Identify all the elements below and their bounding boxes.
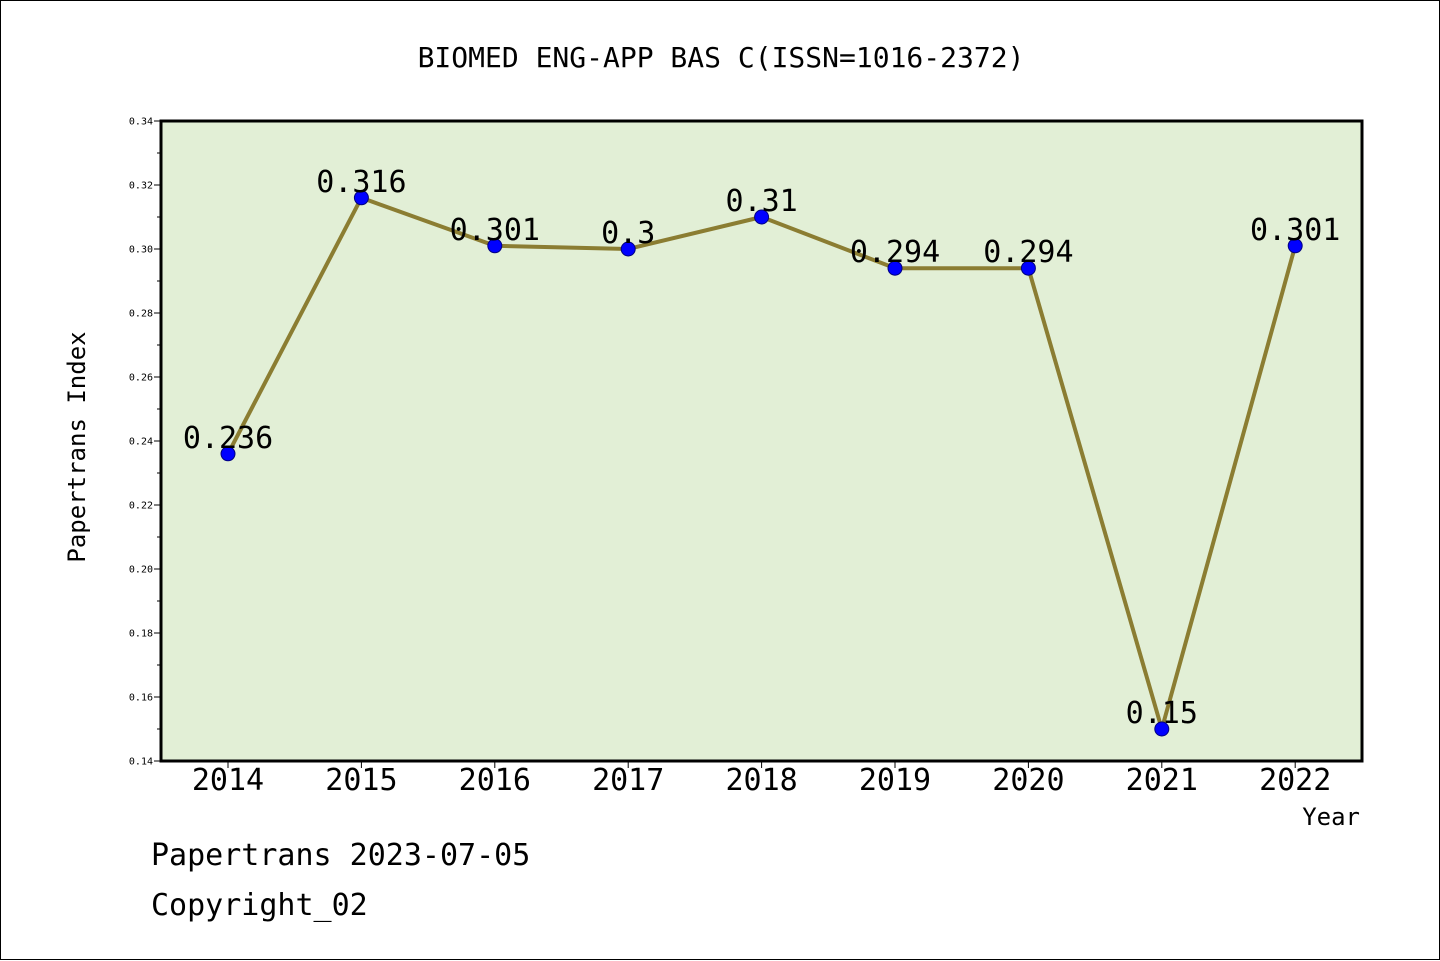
footer-copyright: Copyright_02 [151, 888, 368, 923]
x-tick-label: 2014 [192, 763, 264, 798]
data-label: 0.15 [1126, 696, 1198, 731]
data-label: 0.301 [1250, 213, 1340, 248]
y-tick-label: 0.22 [129, 501, 153, 512]
data-point [1020, 260, 1036, 276]
x-tick-label: 2017 [592, 763, 664, 798]
data-point [353, 190, 369, 206]
data-label: 0.316 [316, 165, 406, 200]
y-axis-label: Papertrans Index [63, 331, 91, 562]
y-axis: 0.14 0.16 0.18 0.20 0.22 0.24 0.26 0.28 0.30 0.32… [129, 117, 161, 768]
data-labels: 0.236 0.316 0.301 0.3 0.31 0.294 0.294 0.15 0.30… [183, 165, 1341, 731]
x-axis: 2014 2015 2016 2017 2018 2019 2020 2021 2022 [192, 761, 1331, 798]
y-tick-label: 0.24 [129, 437, 153, 448]
footer-date: Papertrans 2023-07-05 [151, 838, 530, 873]
y-tick-label: 0.30 [129, 245, 153, 256]
y-tick-label: 0.26 [129, 373, 153, 384]
x-tick-label: 2021 [1126, 763, 1198, 798]
data-point [487, 238, 503, 254]
data-point [1154, 721, 1170, 737]
data-label: 0.301 [450, 213, 540, 248]
x-axis-label: Year [1302, 803, 1360, 831]
x-tick-label: 2016 [459, 763, 531, 798]
data-label: 0.3 [601, 216, 655, 251]
data-point [754, 209, 770, 225]
data-points [220, 190, 1303, 737]
y-tick-label: 0.18 [129, 629, 153, 640]
x-tick-label: 2022 [1259, 763, 1331, 798]
data-label: 0.294 [850, 235, 940, 270]
data-point [1287, 238, 1303, 254]
x-tick-label: 2018 [725, 763, 797, 798]
y-tick-label: 0.32 [129, 181, 153, 192]
plot-frame [159, 119, 1364, 763]
x-tick-label: 2019 [859, 763, 931, 798]
x-tick-label: 2020 [992, 763, 1064, 798]
data-point [620, 241, 636, 257]
data-point [220, 446, 236, 462]
plot-area [161, 121, 1362, 761]
y-tick-label: 0.20 [129, 565, 153, 576]
x-tick-label: 2015 [325, 763, 397, 798]
y-tick-label: 0.34 [129, 117, 153, 128]
y-tick-label: 0.28 [129, 309, 153, 320]
data-point [887, 260, 903, 276]
chart-title: BIOMED ENG-APP BAS C(ISSN=1016-2372) [418, 41, 1025, 74]
data-label: 0.236 [183, 421, 273, 456]
y-tick-label: 0.16 [129, 693, 153, 704]
y-tick-label: 0.14 [129, 757, 153, 768]
data-label: 0.294 [983, 235, 1073, 270]
data-label: 0.31 [725, 184, 797, 219]
